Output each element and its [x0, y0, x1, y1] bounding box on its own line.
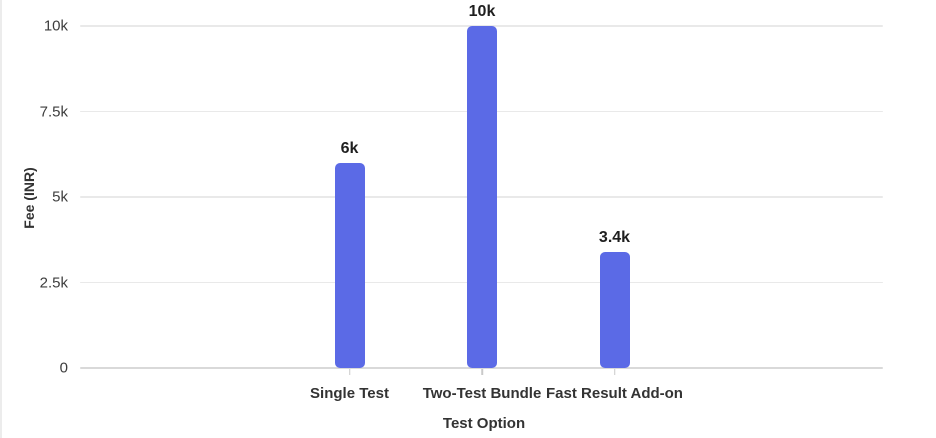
bar-two-test-bundle — [467, 26, 497, 368]
bar-value-label: 6k — [340, 139, 359, 157]
bar-fast-result-add-on — [599, 251, 630, 368]
x-tick-mark — [481, 369, 483, 375]
x-axis-title: Test Option — [442, 415, 526, 432]
y-axis-title: Fee (INR) — [21, 167, 37, 229]
bar-value-label: 3.4k — [598, 228, 631, 246]
x-axis-baseline — [80, 367, 883, 369]
x-tick-mark — [348, 369, 351, 375]
y-tick-label: 7.5k — [39, 103, 68, 120]
bar-single-test — [334, 162, 365, 368]
y-tick-label: 0 — [59, 359, 68, 377]
y-tick-label: 10k — [43, 17, 68, 35]
x-tick-mark — [613, 369, 616, 375]
bar-value-label: 10k — [468, 3, 496, 20]
x-tick-label: Two-Test Bundle — [422, 385, 542, 402]
y-tick-label: 5k — [52, 188, 68, 206]
x-tick-label: Single Test — [310, 385, 389, 402]
y-tick-label: 2.5k — [39, 274, 68, 291]
x-tick-label: Fast Result Add-on — [546, 385, 683, 402]
